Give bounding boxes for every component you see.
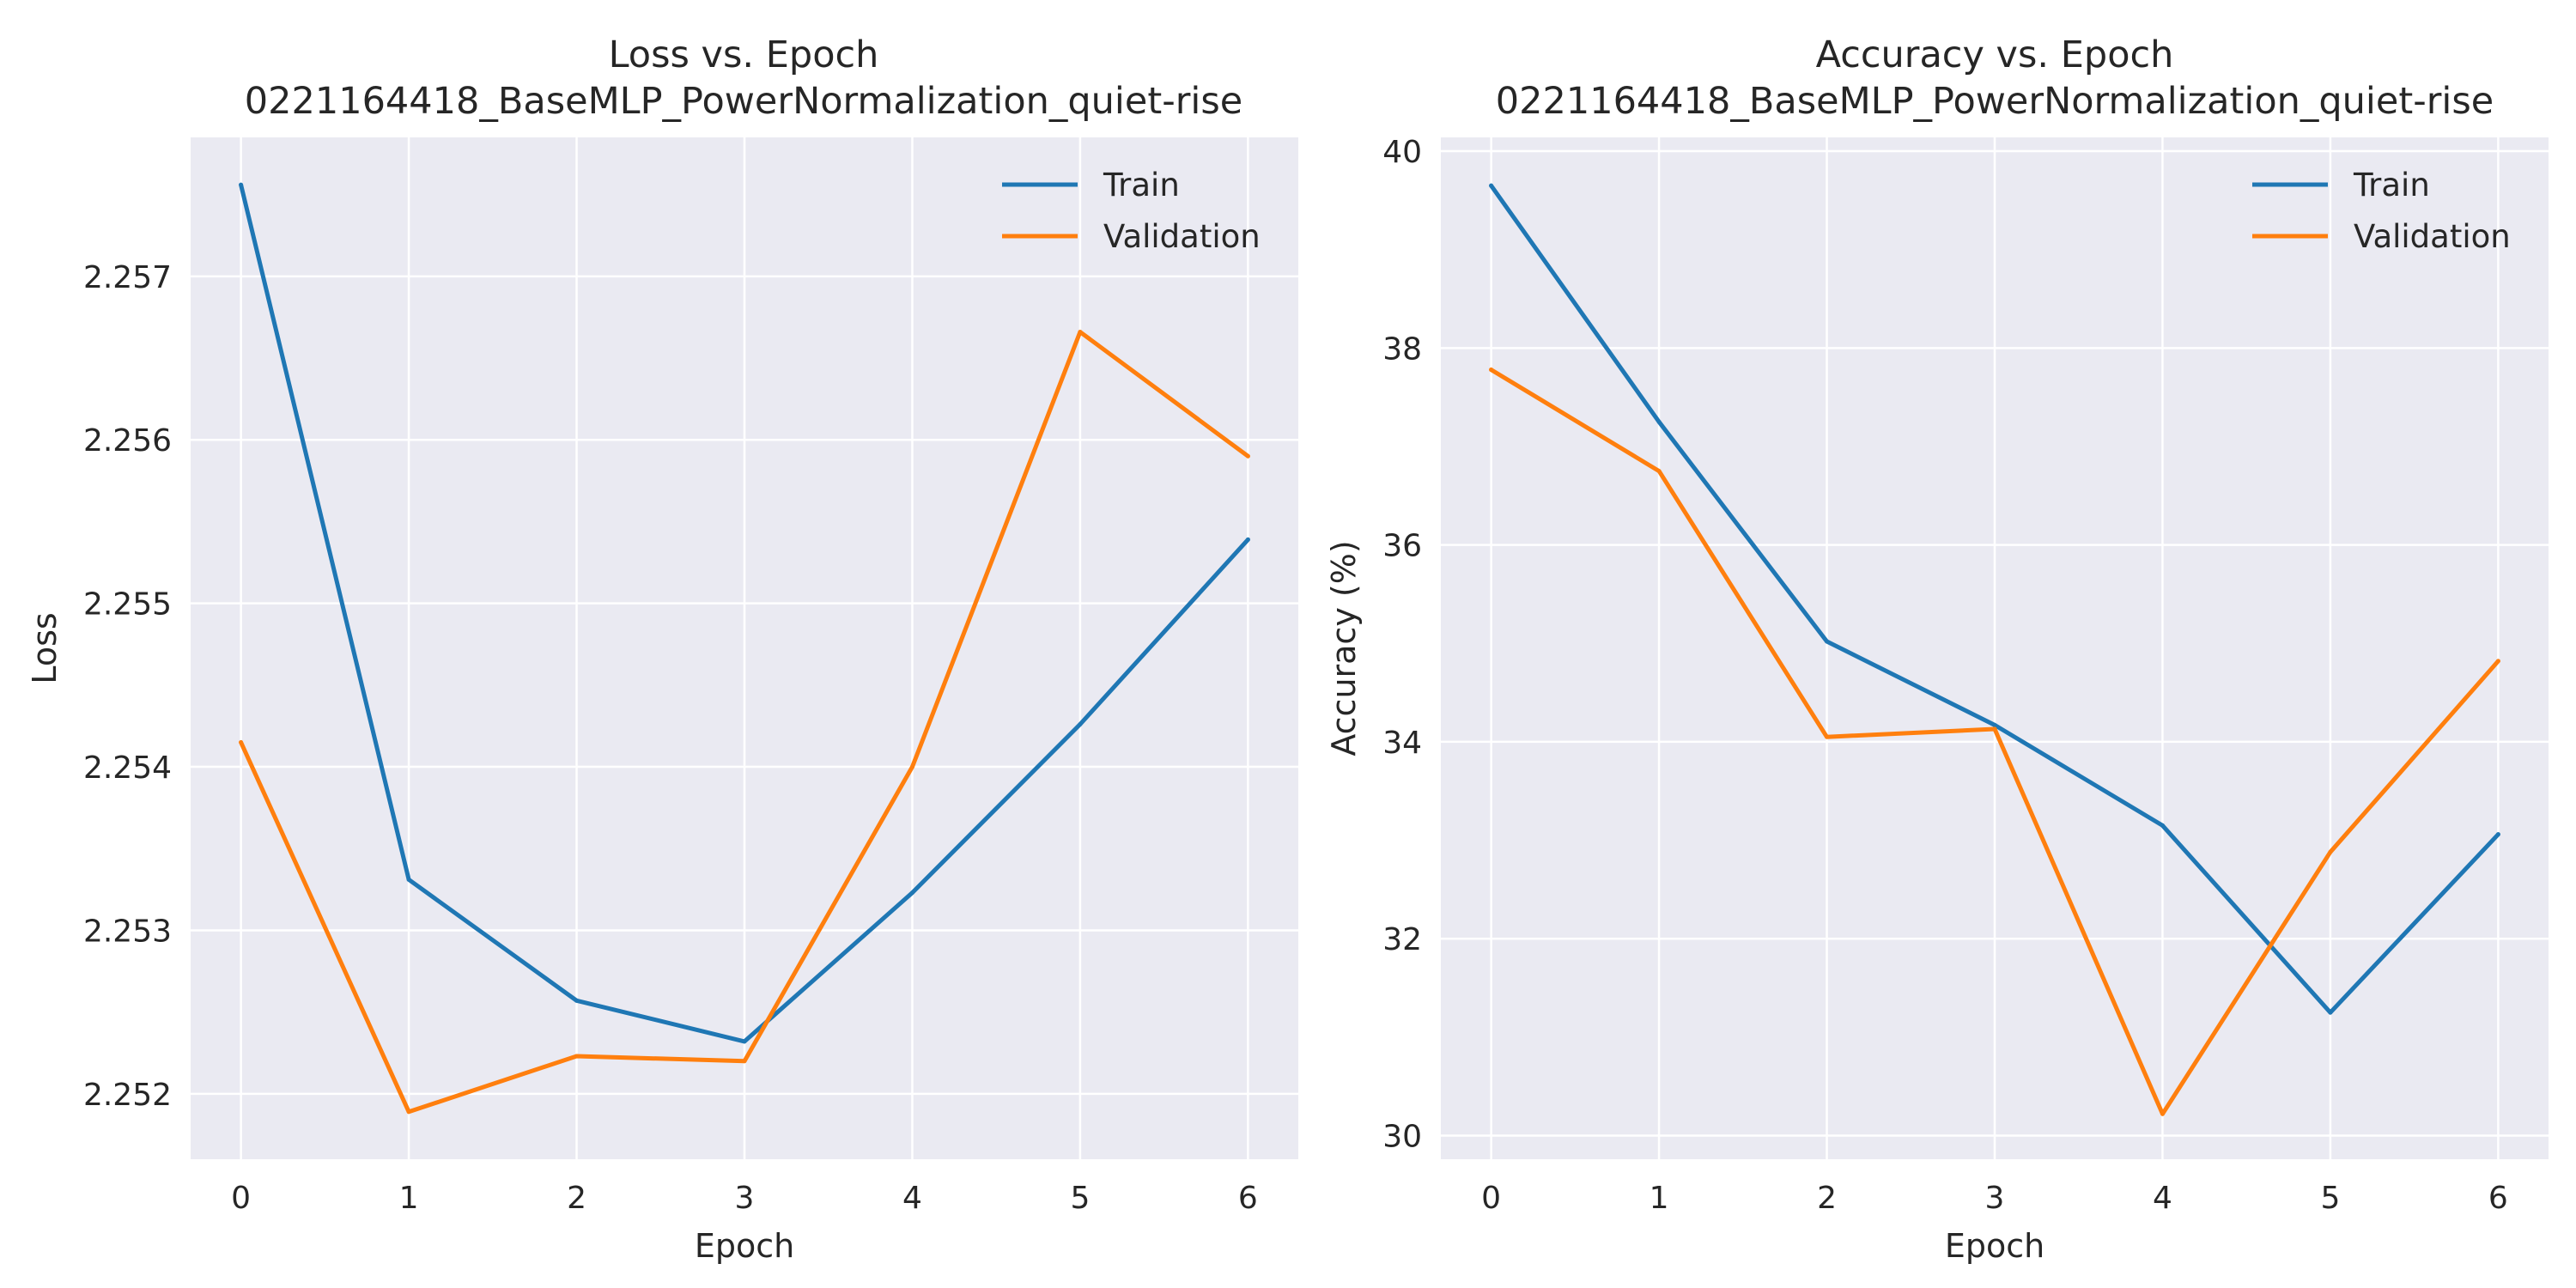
- accuracy-train-point: [2160, 823, 2165, 828]
- loss-validation-point: [909, 764, 914, 769]
- accuracy-chart-subtitle: 0221164418_BaseMLP_PowerNormalization_qu…: [1496, 80, 2494, 123]
- loss-x-tick-label: 1: [399, 1181, 419, 1216]
- loss-x-tick-label: 4: [902, 1181, 922, 1216]
- accuracy-legend-validation-label: Validation: [2354, 218, 2511, 255]
- accuracy-y-tick-label: 36: [1382, 529, 1422, 564]
- loss-y-tick-label: 2.252: [83, 1078, 172, 1113]
- loss-validation-point: [1245, 453, 1250, 459]
- loss-validation-point: [239, 739, 244, 744]
- accuracy-x-axis-label: Epoch: [1945, 1227, 2044, 1265]
- loss-chart: Loss vs. Epoch 0221164418_BaseMLP_PowerN…: [26, 33, 1298, 1265]
- accuracy-train-point: [1825, 639, 1830, 644]
- loss-y-tick-label: 2.253: [83, 914, 172, 949]
- accuracy-train-point: [1489, 183, 1494, 188]
- loss-chart-subtitle: 0221164418_BaseMLP_PowerNormalization_qu…: [245, 80, 1242, 123]
- loss-legend-train-label: Train: [1103, 167, 1180, 204]
- loss-y-tick-label: 2.256: [83, 423, 172, 459]
- accuracy-validation-point: [1489, 368, 1494, 373]
- accuracy-y-tick-label: 34: [1382, 726, 1422, 761]
- accuracy-y-axis-label: Accuracy (%): [1325, 540, 1363, 756]
- loss-y-tick-label: 2.255: [83, 587, 172, 623]
- accuracy-chart: Accuracy vs. Epoch 0221164418_BaseMLP_Po…: [1325, 33, 2549, 1265]
- loss-y-tick-label: 2.254: [83, 750, 172, 786]
- accuracy-y-tick-label: 32: [1382, 922, 1422, 957]
- loss-validation-point: [1078, 330, 1083, 335]
- loss-x-tick-label: 0: [231, 1181, 251, 1216]
- loss-y-tick-label: 2.257: [83, 260, 172, 295]
- loss-train-point: [742, 1039, 747, 1044]
- accuracy-x-tick-label: 3: [1985, 1181, 2005, 1216]
- accuracy-validation-point: [2328, 849, 2333, 854]
- accuracy-train-point: [1992, 722, 1997, 727]
- loss-legend-validation-label: Validation: [1103, 218, 1261, 255]
- loss-y-axis-label: Loss: [26, 612, 64, 683]
- accuracy-y-tick-label: 40: [1382, 135, 1422, 170]
- accuracy-validation-point: [1992, 726, 1997, 732]
- loss-chart-title: Loss vs. Epoch: [609, 33, 879, 76]
- loss-x-tick-label: 6: [1238, 1181, 1258, 1216]
- accuracy-y-tick-label: 30: [1382, 1119, 1422, 1154]
- loss-x-tick-label: 3: [735, 1181, 755, 1216]
- loss-validation-point: [742, 1059, 747, 1064]
- accuracy-validation-point: [1656, 469, 1662, 474]
- accuracy-train-point: [1656, 419, 1662, 424]
- loss-x-tick-label: 2: [567, 1181, 586, 1216]
- accuracy-validation-point: [2495, 659, 2500, 664]
- accuracy-x-tick-label: 6: [2488, 1181, 2508, 1216]
- loss-x-tick-label: 5: [1070, 1181, 1090, 1216]
- accuracy-x-tick-label: 1: [1649, 1181, 1669, 1216]
- accuracy-validation-point: [1825, 734, 1830, 739]
- loss-train-point: [574, 998, 580, 1003]
- loss-train-point: [909, 890, 914, 896]
- accuracy-train-point: [2495, 832, 2500, 837]
- accuracy-validation-point: [2160, 1111, 2165, 1116]
- loss-x-axis-label: Epoch: [695, 1227, 794, 1265]
- accuracy-x-tick-label: 4: [2153, 1181, 2172, 1216]
- accuracy-chart-title: Accuracy vs. Epoch: [1816, 33, 2174, 76]
- loss-validation-point: [406, 1109, 411, 1115]
- accuracy-x-tick-label: 5: [2320, 1181, 2340, 1216]
- accuracy-legend-train-label: Train: [2353, 167, 2430, 204]
- accuracy-train-point: [2328, 1010, 2333, 1015]
- loss-train-point: [406, 877, 411, 882]
- accuracy-x-tick-label: 0: [1481, 1181, 1501, 1216]
- loss-train-point: [239, 182, 244, 187]
- accuracy-y-tick-label: 38: [1382, 331, 1422, 367]
- loss-validation-point: [574, 1054, 580, 1059]
- loss-train-point: [1078, 722, 1083, 727]
- accuracy-x-tick-label: 2: [1817, 1181, 1837, 1216]
- loss-train-point: [1245, 537, 1250, 542]
